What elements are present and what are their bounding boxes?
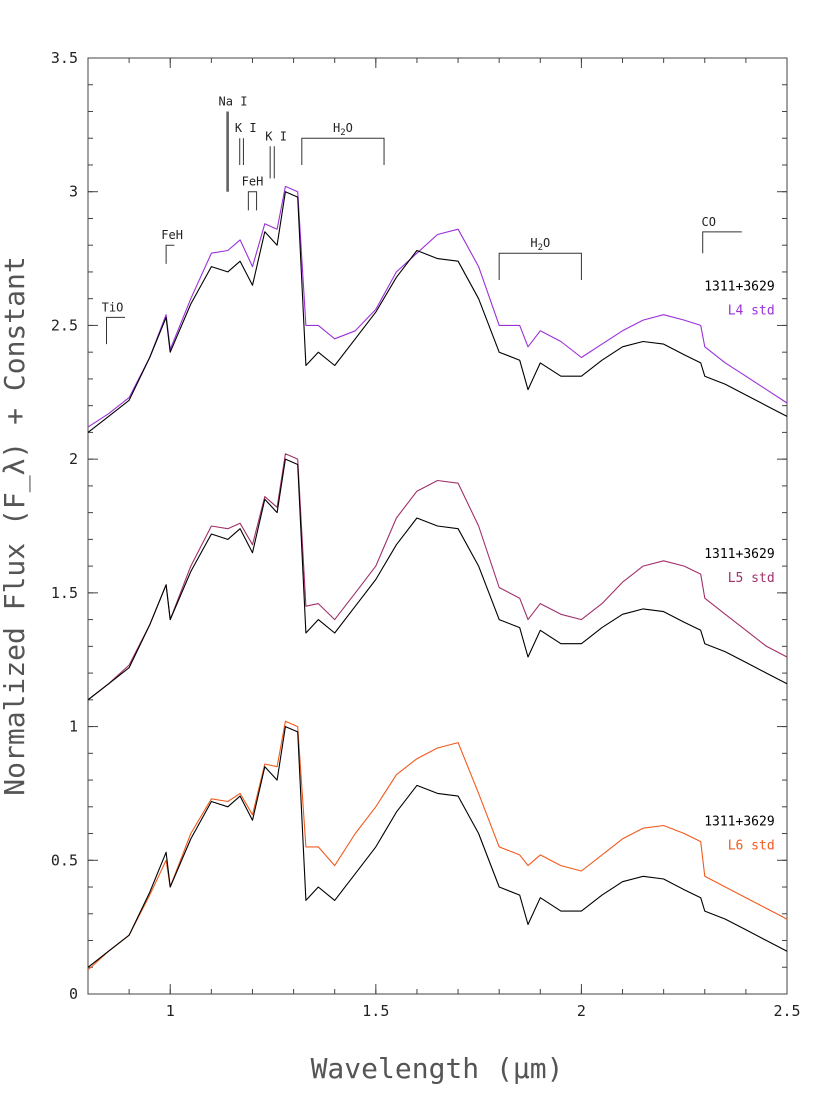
x-tick-label: 2.5 bbox=[773, 1002, 800, 1020]
feature-marker bbox=[702, 231, 742, 254]
series-line-l6-std bbox=[87, 720, 788, 971]
y-tick-label: 3.5 bbox=[51, 49, 78, 67]
feature-label: FeH bbox=[242, 175, 264, 189]
y-axis-title: Normalized Flux (F_λ) + Constant bbox=[0, 256, 32, 795]
series-line-l4-std bbox=[87, 185, 788, 428]
feature-marker bbox=[247, 191, 258, 211]
y-tick-label: 1.5 bbox=[51, 584, 78, 602]
y-tick-label: 2.5 bbox=[51, 316, 78, 334]
series-line-1311-3629 bbox=[87, 458, 788, 701]
series-line-1311-3629 bbox=[87, 191, 788, 433]
series-label: L4 std bbox=[728, 304, 775, 319]
y-tick-label: 3 bbox=[69, 183, 78, 201]
x-tick-label: 1.5 bbox=[362, 1002, 389, 1020]
feature-marker bbox=[269, 146, 275, 179]
x-axis-title: Wavelength (μm) bbox=[311, 1052, 564, 1085]
feature-label: K I bbox=[235, 121, 257, 135]
axis-ticks: 0 0.5 1 1.5 2 2.5 3 3.5 1 1.5 2 2.5 bbox=[51, 49, 801, 1020]
series-label: 1311+3629 bbox=[704, 815, 774, 830]
feature-marker bbox=[301, 137, 385, 165]
feature-label: FeH bbox=[161, 228, 183, 242]
series-label: 1311+3629 bbox=[704, 547, 774, 562]
plot-frame bbox=[87, 57, 788, 995]
y-tick-label: 0.5 bbox=[51, 851, 78, 869]
feature-marker bbox=[106, 316, 126, 345]
y-tick-label: 0 bbox=[69, 985, 78, 1003]
feature-marker bbox=[226, 111, 229, 192]
feature-label: TiO bbox=[102, 300, 124, 314]
series-layer bbox=[87, 185, 788, 971]
feature-label: CO bbox=[701, 215, 715, 229]
feature-label: K I bbox=[265, 129, 287, 143]
y-tick-label: 2 bbox=[69, 450, 78, 468]
x-tick-label: 1 bbox=[166, 1002, 175, 1020]
features-layer: TiO FeH Na I K I FeH K I H2O H2O CO bbox=[102, 94, 742, 345]
feature-marker bbox=[498, 252, 582, 280]
series-label: 1311+3629 bbox=[704, 280, 774, 295]
series-line-1311-3629 bbox=[87, 726, 788, 968]
feature-marker bbox=[239, 138, 244, 165]
feature-marker bbox=[165, 244, 175, 264]
feature-label: H2O bbox=[333, 121, 353, 138]
series-line-l5-std bbox=[87, 453, 788, 701]
series-label: L6 std bbox=[728, 839, 775, 854]
feature-label: H2O bbox=[530, 236, 550, 253]
series-label: L5 std bbox=[728, 571, 775, 586]
y-tick-label: 1 bbox=[69, 718, 78, 736]
feature-label: Na I bbox=[219, 94, 248, 108]
x-tick-label: 2 bbox=[577, 1002, 586, 1020]
object-labels-layer: 1311+3629 L4 std 1311+3629 L5 std 1311+3629 L… bbox=[704, 280, 774, 854]
